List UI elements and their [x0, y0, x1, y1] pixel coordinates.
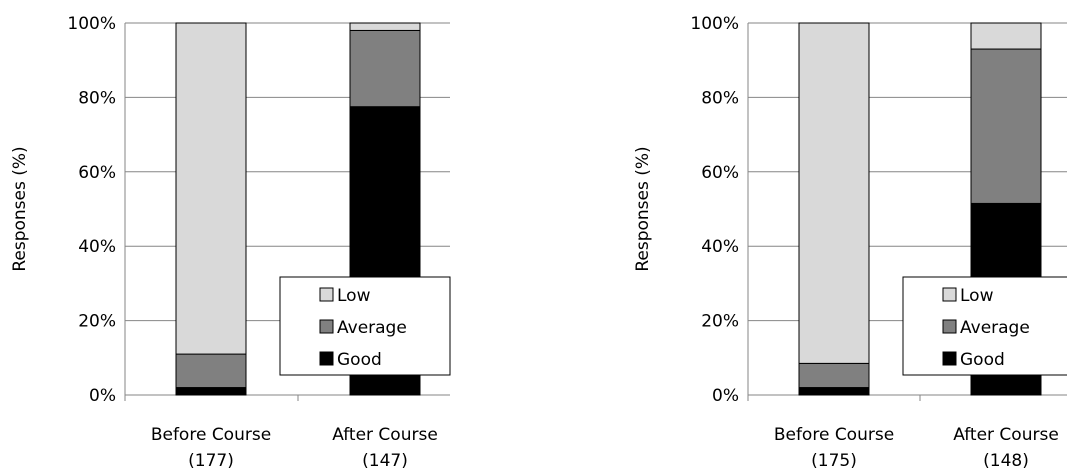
- y-tick-label: 40%: [78, 237, 116, 257]
- y-tick-label: 80%: [78, 88, 116, 108]
- y-tick-label: 100%: [67, 14, 116, 34]
- x-category-label: After Course: [332, 425, 438, 445]
- legend-swatch-average: [319, 319, 334, 334]
- y-axis-label: Responses (%): [10, 146, 30, 271]
- legend-swatch-low: [319, 287, 334, 302]
- y-tick-label: 20%: [78, 312, 116, 332]
- y-tick-label: 0%: [712, 386, 739, 406]
- bar-segment-good: [175, 387, 247, 396]
- legend-swatch-good: [319, 351, 334, 366]
- y-axis-label: Responses (%): [633, 146, 653, 271]
- y-tick-label: 60%: [701, 163, 739, 183]
- bar-segment-average: [970, 48, 1042, 204]
- legend-label-average: Average: [960, 318, 1030, 338]
- bar-segment-low: [175, 22, 247, 355]
- bar-segment-average: [798, 362, 870, 389]
- legend-swatch-average: [942, 319, 957, 334]
- legend-label-average: Average: [337, 318, 407, 338]
- bar-segment-low: [349, 22, 421, 31]
- legend-swatch-low: [942, 287, 957, 302]
- chart-right: 0% 20% 40% 60% 80% 100% Responses (%) Before Co…: [633, 14, 1067, 471]
- bar-segment-average: [349, 29, 421, 108]
- legend-label-good: Good: [337, 350, 382, 370]
- bar-segment-low: [798, 22, 870, 364]
- y-tick-label: 40%: [701, 237, 739, 257]
- legend-swatch-good: [942, 351, 957, 366]
- legend-box: [279, 276, 451, 376]
- chart-left: 0% 20% 40% 60% 80% 100% Responses (%) Before Co…: [10, 14, 451, 471]
- x-category-count: (175): [811, 451, 857, 471]
- x-category-label: Before Course: [151, 425, 271, 445]
- bar-segment-good: [798, 387, 870, 396]
- legend-label-good: Good: [960, 350, 1005, 370]
- y-tick-label: 60%: [78, 163, 116, 183]
- y-tick-label: 100%: [690, 14, 739, 34]
- x-category-count: (177): [188, 451, 234, 471]
- legend-label-low: Low: [960, 286, 994, 306]
- legend-box: [902, 276, 1067, 376]
- y-tick-label: 80%: [701, 88, 739, 108]
- y-tick-label: 0%: [89, 386, 116, 406]
- bar-segment-average: [175, 353, 247, 389]
- x-category-label: After Course: [953, 425, 1059, 445]
- legend-label-low: Low: [337, 286, 371, 306]
- x-category-label: Before Course: [774, 425, 894, 445]
- x-category-count: (148): [983, 451, 1029, 471]
- bar-segment-low: [970, 22, 1042, 50]
- y-tick-label: 20%: [701, 312, 739, 332]
- x-category-count: (147): [362, 451, 408, 471]
